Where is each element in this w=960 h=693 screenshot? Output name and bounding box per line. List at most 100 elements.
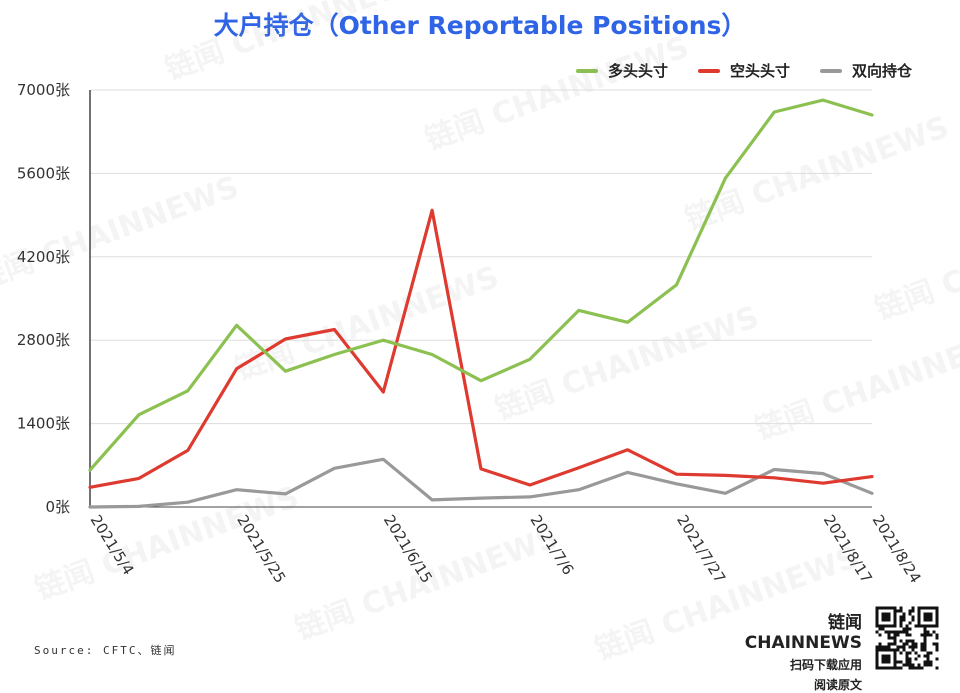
qr-module: [878, 633, 882, 637]
legend-swatch-long: [575, 68, 598, 73]
qr-module: [935, 645, 939, 649]
qr-module: [878, 645, 882, 649]
qr-module: [899, 624, 903, 628]
y-tick-label: 5600张: [17, 164, 70, 182]
qr-module: [899, 621, 903, 625]
qr-module: [917, 663, 921, 667]
qr-module: [908, 645, 912, 649]
qr-module: [905, 657, 909, 661]
qr-module: [893, 639, 897, 643]
qr-module: [905, 639, 909, 643]
legend-item-short: 空头头寸: [697, 60, 790, 81]
qr-module: [896, 645, 900, 649]
legend-swatch-short: [697, 68, 720, 73]
qr-module: [911, 645, 915, 649]
y-tick-label: 7000张: [17, 81, 70, 99]
qr-module: [914, 642, 918, 646]
qr-module: [899, 666, 903, 670]
qr-module: [908, 666, 912, 670]
qr-module: [905, 651, 909, 655]
qr-module: [929, 660, 933, 664]
qr-module: [890, 642, 894, 646]
qr-module: [914, 651, 918, 655]
qr-module: [899, 630, 903, 634]
qr-module: [893, 630, 897, 634]
qr-module: [893, 642, 897, 646]
qr-finder: [923, 612, 933, 622]
chart-title: 大户持仓（Other Reportable Positions）: [213, 11, 747, 40]
qr-module: [926, 660, 930, 664]
qr-module: [935, 657, 939, 661]
qr-module: [902, 615, 906, 619]
qr-module: [935, 636, 939, 640]
qr-module: [926, 633, 930, 637]
qr-module: [911, 648, 915, 652]
qr-module: [911, 615, 915, 619]
brand-line-download: 扫码下载应用: [789, 658, 862, 672]
qr-module: [923, 660, 927, 664]
qr-module: [899, 639, 903, 643]
qr-module: [923, 639, 927, 643]
qr-module: [911, 663, 915, 667]
qr-module: [875, 645, 879, 649]
qr-module: [905, 633, 909, 637]
qr-module: [926, 657, 930, 661]
qr-module: [896, 633, 900, 637]
qr-module: [902, 618, 906, 622]
qr-module: [911, 606, 915, 610]
series-line: [88, 98, 874, 472]
qr-finder: [881, 654, 891, 664]
qr-module: [932, 642, 936, 646]
qr-module: [908, 660, 912, 664]
qr-module: [887, 630, 891, 634]
qr-module: [929, 633, 933, 637]
qr-module: [908, 663, 912, 667]
x-tick-label: 2021/8/24: [869, 512, 925, 587]
x-tick-label: 2021/7/27: [673, 512, 729, 587]
qr-module: [914, 666, 918, 670]
series-line: [88, 457, 874, 509]
y-tick-label: 4200张: [17, 248, 70, 266]
watermark-text: 链闻 CHAINNEWS: [291, 520, 564, 648]
qr-module: [923, 636, 927, 640]
qr-module: [926, 630, 930, 634]
qr-module: [899, 618, 903, 622]
qr-module: [899, 660, 903, 664]
brand-line-read: 阅读原文: [813, 678, 862, 692]
qr-module: [905, 663, 909, 667]
qr-module: [911, 639, 915, 643]
legend: 多头头寸 空头头寸 双向持仓: [575, 60, 912, 81]
qr-module: [902, 645, 906, 649]
qr-module: [908, 627, 912, 631]
qr-module: [896, 660, 900, 664]
watermark-text: 链闻 CHAINNEWS: [161, 0, 434, 88]
qr-module: [902, 630, 906, 634]
watermark-text: 链闻 CHAINNEWS: [751, 320, 960, 448]
qr-module: [923, 633, 927, 637]
qr-module: [908, 612, 912, 616]
watermark-text: 链闻 CHAINNEWS: [0, 170, 243, 298]
qr-module: [905, 627, 909, 631]
qr-module: [911, 642, 915, 646]
qr-module: [899, 651, 903, 655]
qr-code-icon[interactable]: [875, 606, 939, 670]
qr-module: [926, 651, 930, 655]
qr-module: [899, 606, 903, 610]
qr-module: [911, 666, 915, 670]
qr-module: [917, 654, 921, 658]
qr-module: [893, 633, 897, 637]
y-axis-ticks: 0张 1400张 2800张 4200张 5600张 7000张: [17, 81, 70, 516]
qr-module: [905, 654, 909, 658]
qr-module: [932, 630, 936, 634]
qr-module: [878, 627, 882, 631]
legend-label-short: 空头头寸: [729, 62, 790, 80]
qr-module: [935, 666, 939, 670]
qr-module: [902, 612, 906, 616]
qr-module: [908, 633, 912, 637]
qr-module: [905, 630, 909, 634]
qr-module: [923, 663, 927, 667]
qr-module: [920, 666, 924, 670]
brand-block: 链闻 CHAINNEWS 扫码下载应用 阅读原文: [717, 608, 862, 693]
qr-module: [914, 645, 918, 649]
